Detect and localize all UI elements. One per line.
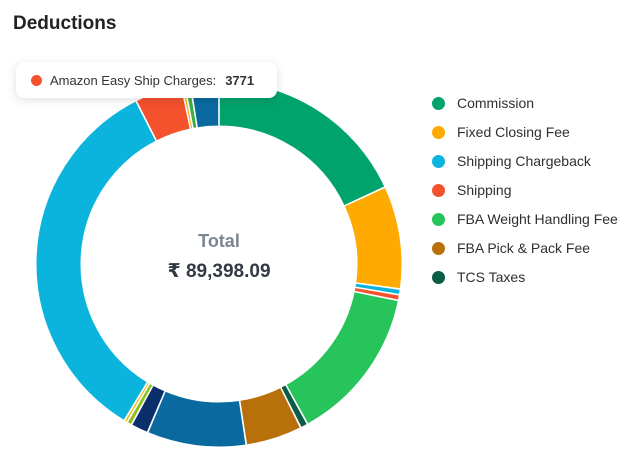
legend-label: Commission bbox=[457, 95, 535, 111]
donut-slice[interactable] bbox=[239, 386, 302, 446]
legend-label: Fixed Closing Fee bbox=[457, 124, 570, 140]
legend-item[interactable]: FBA Pick & Pack Fee bbox=[432, 239, 622, 258]
legend-swatch bbox=[432, 242, 445, 255]
donut-slice[interactable] bbox=[353, 286, 400, 301]
tooltip-color-dot bbox=[31, 74, 42, 86]
legend-item[interactable]: Fixed Closing Fee bbox=[432, 123, 622, 142]
tooltip-value: 3771 bbox=[225, 72, 255, 88]
chart-legend: Commission Fixed Closing Fee Shipping Char… bbox=[432, 94, 622, 297]
legend-item[interactable]: Commission bbox=[432, 94, 622, 113]
donut-slice[interactable] bbox=[131, 384, 166, 433]
donut-slice[interactable] bbox=[35, 100, 157, 422]
legend-swatch bbox=[432, 155, 445, 168]
legend-item[interactable]: FBA Weight Handling Fee bbox=[432, 210, 622, 229]
legend-swatch bbox=[432, 97, 445, 110]
total-value: ₹ 89,398.09 bbox=[167, 261, 271, 282]
legend-label: Shipping bbox=[457, 182, 512, 198]
donut-slice[interactable] bbox=[126, 382, 154, 426]
donut-chart bbox=[35, 80, 403, 448]
legend-item[interactable]: Shipping bbox=[432, 181, 622, 200]
legend-swatch bbox=[432, 184, 445, 197]
chart-tooltip: Amazon Easy Ship Charges: 3771 bbox=[16, 62, 277, 98]
legend-label: Shipping Chargeback bbox=[457, 153, 591, 169]
donut-slice[interactable] bbox=[147, 390, 247, 448]
page-title: Deductions bbox=[13, 13, 117, 34]
legend-label: TCS Taxes bbox=[457, 269, 526, 285]
donut-slice[interactable] bbox=[354, 282, 401, 296]
legend-swatch bbox=[432, 126, 445, 139]
tooltip-label: Amazon Easy Ship Charges: bbox=[50, 72, 217, 88]
donut-slice[interactable] bbox=[285, 291, 399, 425]
legend-label: FBA Pick & Pack Fee bbox=[457, 240, 591, 256]
legend-item[interactable]: TCS Taxes bbox=[432, 268, 622, 287]
total-label: Total bbox=[198, 231, 240, 251]
legend-item[interactable]: Shipping Chargeback bbox=[432, 152, 622, 171]
donut-slice[interactable] bbox=[123, 381, 151, 423]
donut-slice[interactable] bbox=[280, 384, 308, 429]
legend-label: FBA Weight Handling Fee bbox=[457, 211, 618, 227]
donut-slice[interactable] bbox=[218, 80, 386, 207]
legend-swatch bbox=[432, 213, 445, 226]
legend-swatch bbox=[432, 271, 445, 284]
donut-slice[interactable] bbox=[343, 186, 403, 290]
